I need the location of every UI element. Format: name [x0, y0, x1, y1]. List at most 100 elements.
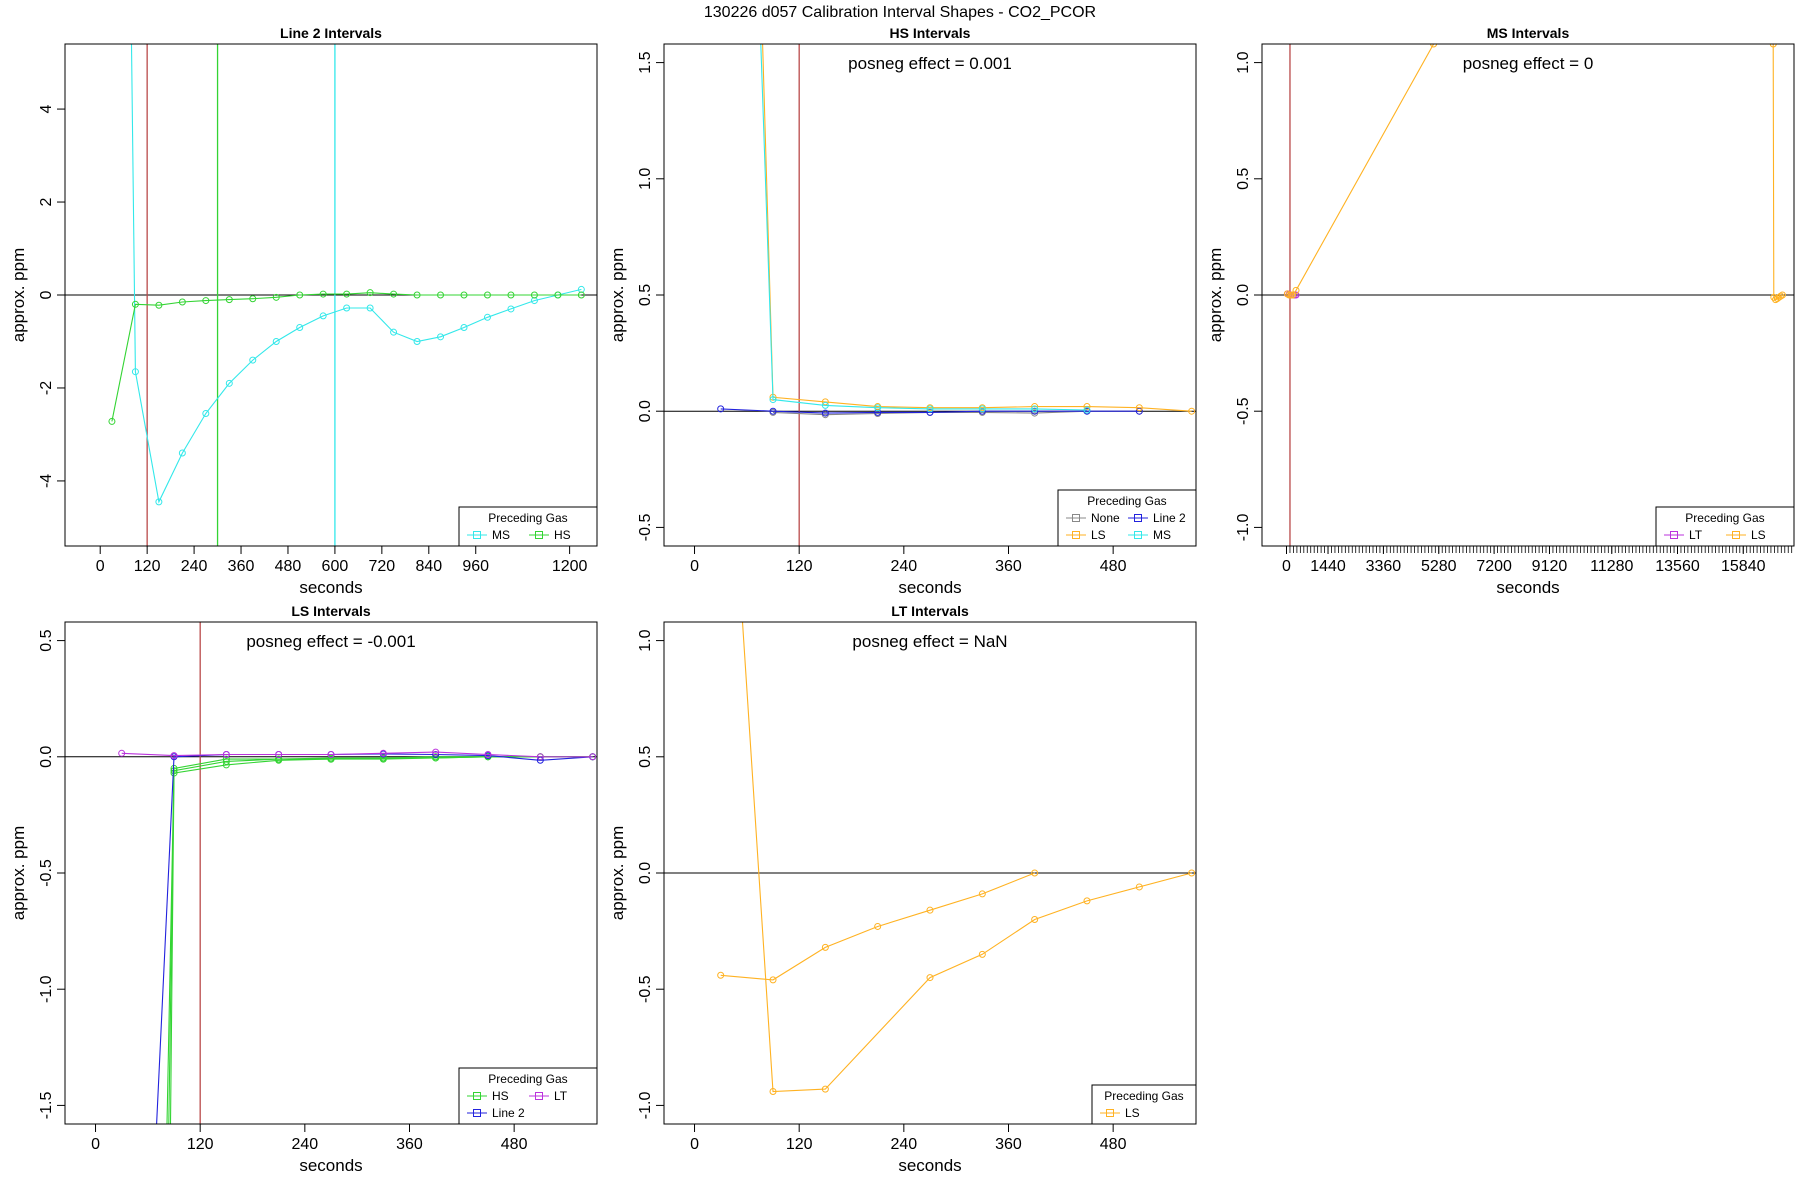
- legend-title: Preceding Gas: [1087, 494, 1166, 508]
- legend: Preceding Gas LT LS: [1655, 506, 1795, 547]
- data-point: [170, 752, 178, 760]
- data-point: [432, 750, 440, 758]
- data-point: [769, 396, 777, 404]
- data-point: [155, 301, 163, 309]
- panel-title: LS Intervals: [291, 603, 371, 619]
- data-point: [460, 291, 468, 299]
- y-tick-label: 1.0: [637, 629, 654, 651]
- data-point: [978, 890, 986, 898]
- panel-title: Line 2 Intervals: [280, 25, 382, 41]
- legend-swatch-marker: [535, 531, 543, 539]
- data-point: [272, 337, 280, 345]
- legend-swatch-marker: [1072, 514, 1080, 522]
- data-point: [319, 312, 327, 320]
- data-point: [390, 328, 398, 336]
- series-line-hs: [169, 756, 593, 1124]
- x-tick-label: 120: [134, 558, 161, 575]
- x-tick-label: 360: [995, 558, 1022, 575]
- data-point: [821, 409, 829, 417]
- data-point: [507, 291, 515, 299]
- y-tick-label: -2: [38, 381, 55, 395]
- y-tick-label: 0.0: [637, 862, 654, 884]
- data-point: [874, 404, 882, 412]
- plot-frame: [64, 43, 598, 547]
- data-point: [577, 291, 585, 299]
- y-tick-label: 0: [38, 290, 55, 299]
- legend-box: [1655, 506, 1795, 547]
- x-tick-label: 1200: [552, 558, 588, 575]
- data-point: [821, 943, 829, 951]
- data-point: [1031, 407, 1039, 415]
- legend-swatch-marker: [1106, 1109, 1114, 1117]
- y-tick-label: -0.5: [38, 859, 55, 887]
- data-point: [170, 769, 178, 777]
- x-axis-label: seconds: [299, 578, 362, 597]
- y-tick-label: -1.5: [38, 1092, 55, 1120]
- legend-entry: Line 2: [492, 1106, 525, 1120]
- x-tick-label: 240: [890, 558, 917, 575]
- posneg-note: posneg effect = 0.001: [848, 54, 1012, 73]
- x-tick-label: 360: [995, 1136, 1022, 1153]
- data-point: [222, 750, 230, 758]
- data-point: [1769, 44, 1777, 48]
- x-tick-label: 120: [786, 1136, 813, 1153]
- x-tick-label: 0: [690, 558, 699, 575]
- data-point: [1031, 403, 1039, 411]
- data-point: [1777, 292, 1785, 300]
- posneg-note: posneg effect = -0.001: [246, 632, 415, 651]
- panel-title: MS Intervals: [1487, 25, 1570, 41]
- y-tick-label: -0.5: [637, 975, 654, 1003]
- series-line-ls: [762, 44, 1192, 412]
- x-tick-label: 840: [415, 558, 442, 575]
- plot-area: [664, 622, 1196, 1095]
- x-tick-label: 240: [181, 558, 208, 575]
- data-point: [343, 290, 351, 298]
- x-tick-label: 720: [369, 558, 396, 575]
- legend-entry: MS: [492, 528, 510, 542]
- data-point: [926, 405, 934, 413]
- panel-title: HS Intervals: [890, 25, 971, 41]
- data-point: [327, 755, 335, 763]
- x-tick-label: 120: [187, 1136, 214, 1153]
- data-point: [437, 291, 445, 299]
- data-point: [131, 300, 139, 308]
- data-point: [978, 950, 986, 958]
- legend-entry: LT: [554, 1089, 568, 1103]
- data-point: [108, 417, 116, 425]
- data-point: [437, 333, 445, 341]
- x-tick-label: 0: [1282, 558, 1291, 575]
- x-axis-label: seconds: [299, 1156, 362, 1175]
- data-point: [536, 753, 544, 761]
- legend: Preceding Gas None Line 2 LS MS: [1057, 489, 1197, 547]
- posneg-note: posneg effect = NaN: [852, 632, 1007, 651]
- data-point: [1031, 869, 1039, 877]
- legend: Preceding Gas HS LT Line 2: [458, 1067, 598, 1125]
- x-tick-label: 0: [690, 1136, 699, 1153]
- y-tick-label: 0.5: [38, 629, 55, 651]
- figure-title: 130226 d057 Calibration Interval Shapes …: [704, 4, 1096, 21]
- x-tick-label: 3360: [1366, 558, 1402, 575]
- data-point: [1083, 406, 1091, 414]
- plot-area: [65, 622, 597, 1124]
- series-line-hs: [111, 292, 582, 422]
- y-tick-label: 1.0: [1235, 51, 1252, 73]
- plot-frame: [1261, 43, 1795, 547]
- series-line-ms: [760, 44, 1088, 411]
- data-point: [202, 410, 210, 418]
- legend-swatch-marker: [473, 1109, 481, 1117]
- data-point: [178, 298, 186, 306]
- series-line-ms: [130, 44, 582, 504]
- data-point: [554, 291, 562, 299]
- data-point: [484, 750, 492, 758]
- y-axis-label: approx. ppm: [608, 826, 627, 921]
- legend-title: Preceding Gas: [488, 511, 567, 525]
- x-tick-label: 13560: [1655, 558, 1700, 575]
- data-point: [296, 291, 304, 299]
- legend-box: [1091, 1084, 1197, 1125]
- data-point: [1031, 915, 1039, 923]
- plot-area: [664, 44, 1196, 546]
- chart-panel-3: MS Intervals seconds approx. ppm 0 1440 3360 5…: [1206, 25, 1795, 597]
- legend-box: [458, 506, 598, 547]
